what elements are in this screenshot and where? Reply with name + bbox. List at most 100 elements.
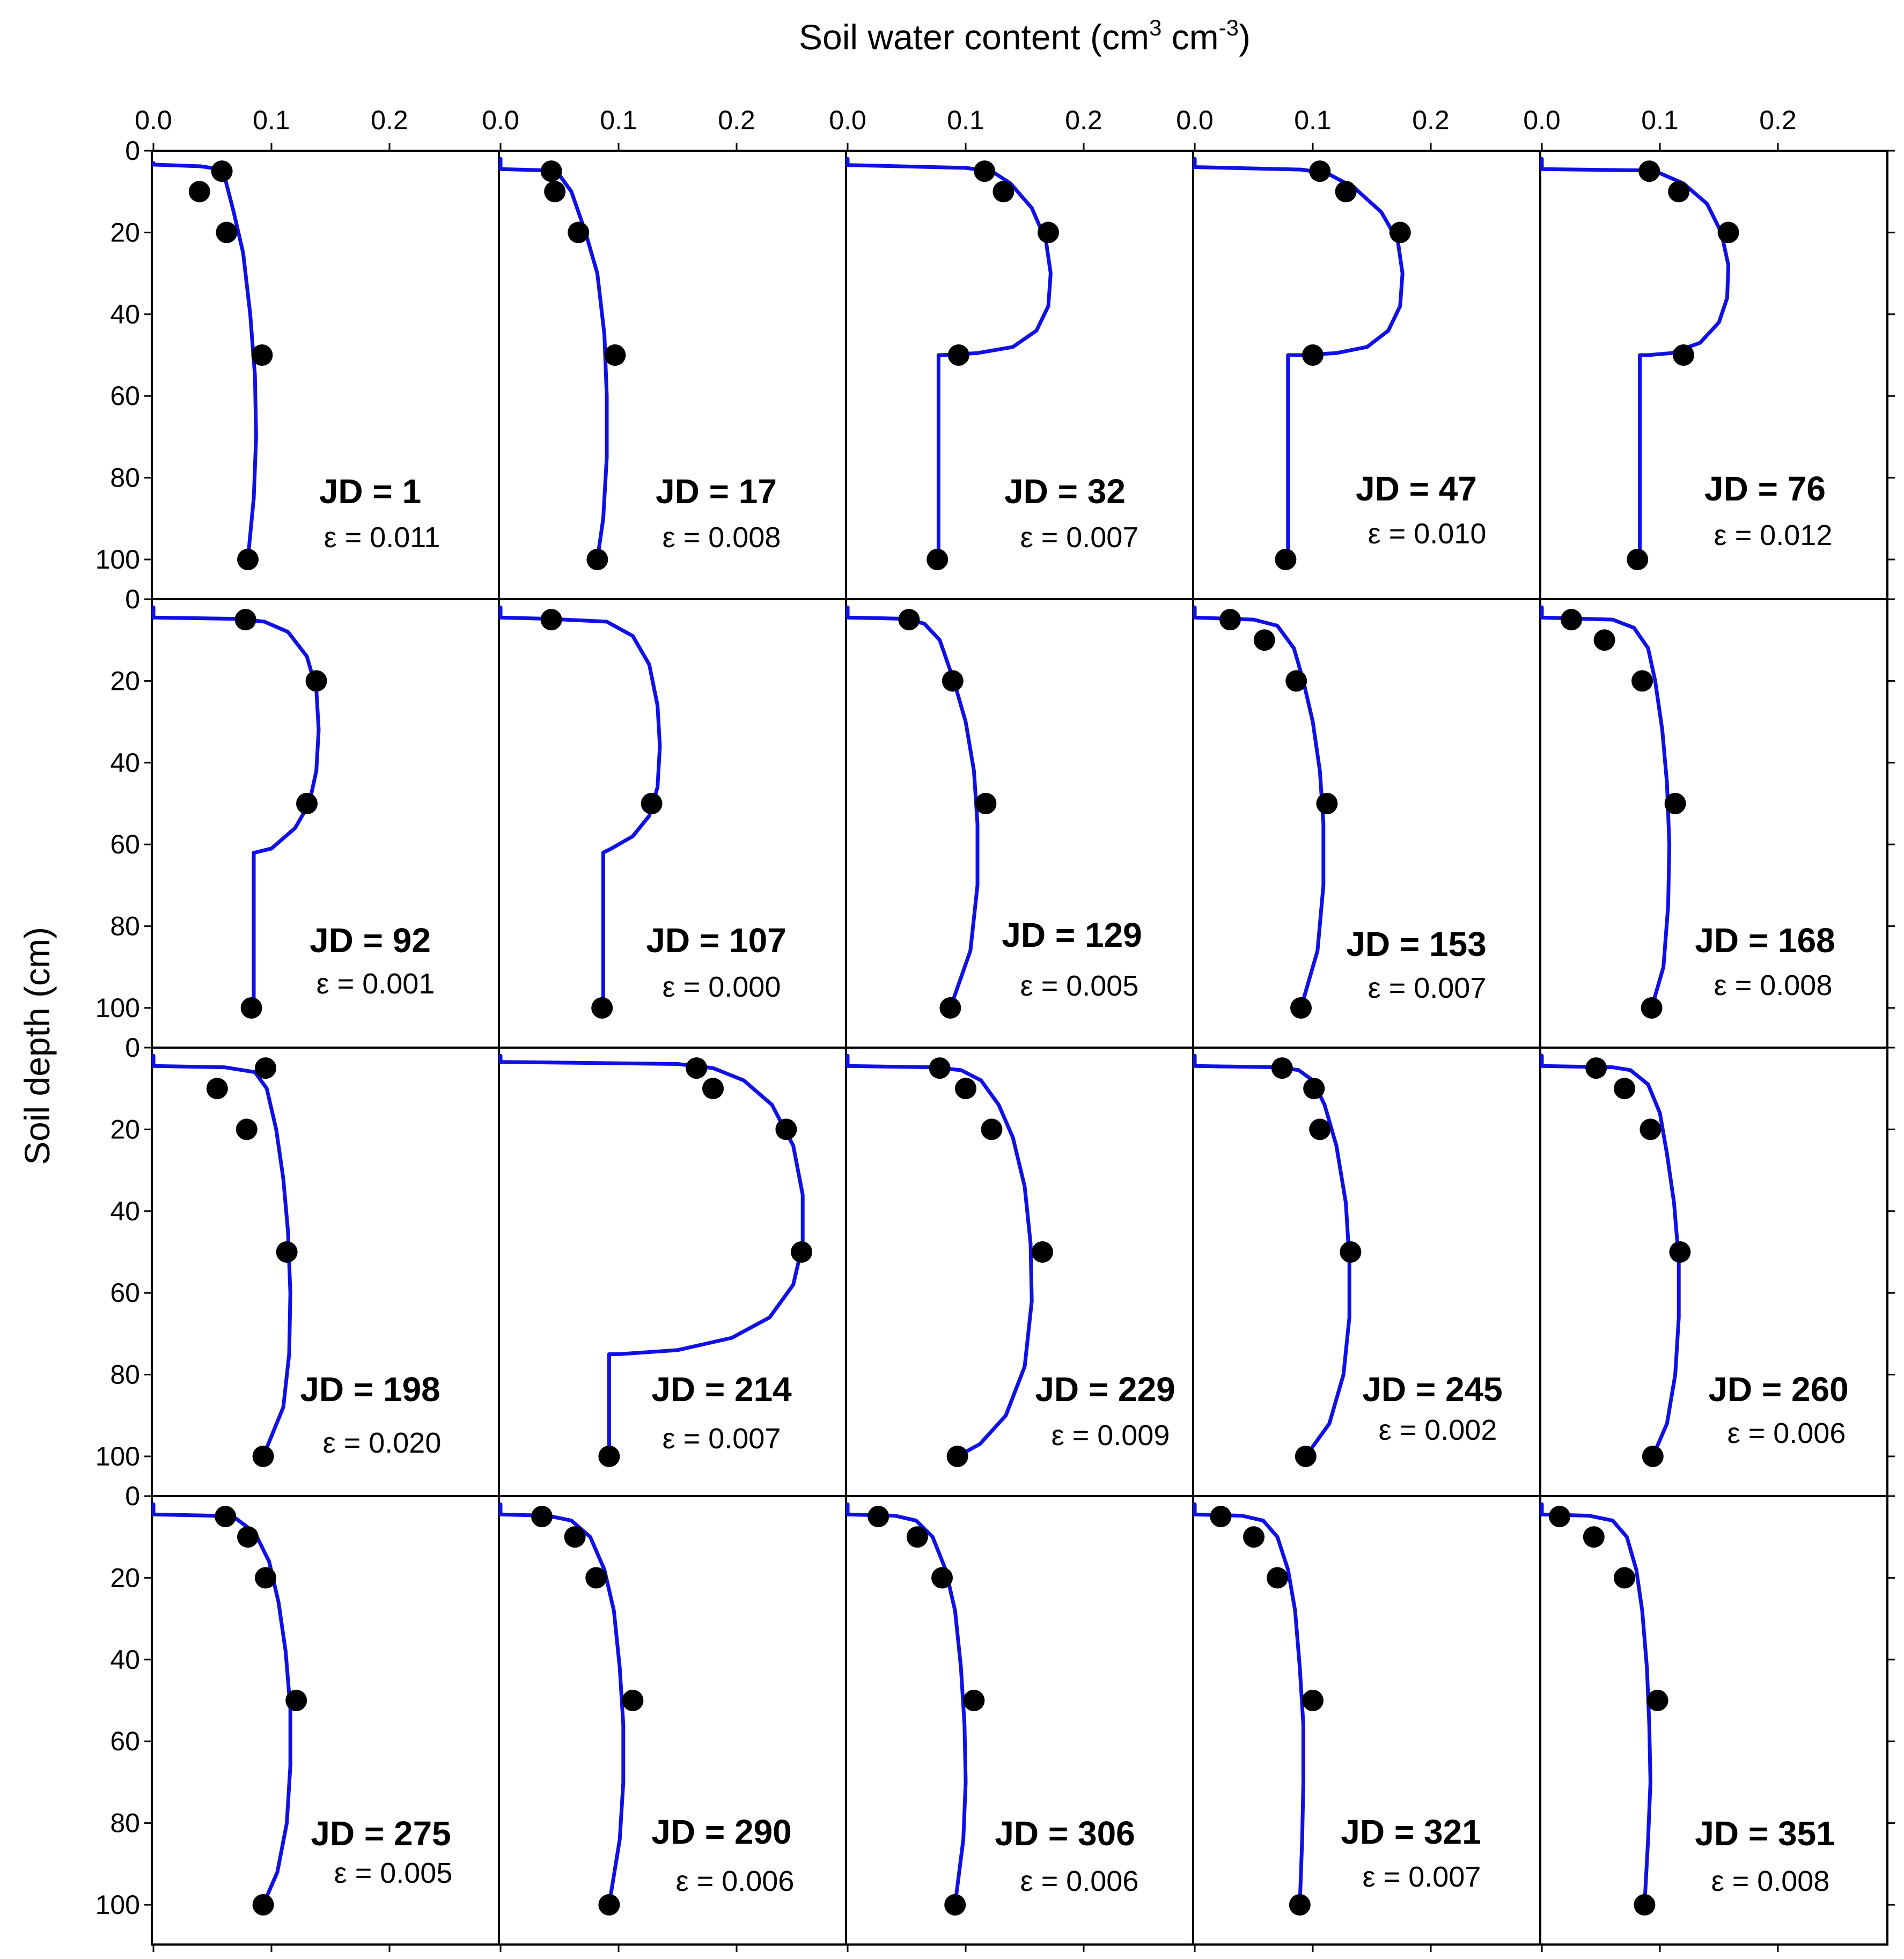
observed-point	[963, 1690, 985, 1711]
panel-label: JD = 260	[1708, 1370, 1849, 1409]
panel: 0 20 40 60 80 100 JD = 198 ε = 0.020	[95, 1033, 500, 1497]
y-tick-label: 20	[110, 666, 140, 696]
panel-label: JD = 306	[995, 1814, 1135, 1853]
observed-point	[1032, 1241, 1053, 1263]
fitted-curve	[151, 1054, 292, 1459]
observed-point	[1593, 629, 1615, 651]
y-tick-label: 20	[110, 217, 140, 247]
observed-point	[1243, 1526, 1265, 1548]
observed-point	[942, 670, 964, 692]
observed-point	[211, 160, 233, 182]
y-tick-label: 100	[95, 1441, 140, 1471]
panel: JD = 153 ε = 0.007	[1192, 598, 1541, 1049]
observed-point	[1646, 1690, 1668, 1711]
x-tick-label: 0.1	[1294, 105, 1332, 135]
y-tick-label: 80	[110, 1360, 140, 1390]
panel: JD = 290 ε = 0.006	[498, 1495, 847, 1952]
panel: JD = 321 ε = 0.007	[1192, 1495, 1541, 1952]
y-tick-label: 20	[110, 1114, 140, 1144]
epsilon-label: ε = 0.009	[1052, 1419, 1170, 1452]
fitted-curve	[1540, 605, 1672, 1010]
y-tick-label: 40	[110, 299, 140, 329]
panel: 0 20 40 60 80 100 JD = 92 ε = 0.001	[95, 584, 500, 1049]
observed-point	[276, 1241, 298, 1263]
panel-label: JD = 129	[1002, 916, 1142, 954]
observed-point	[993, 181, 1015, 203]
panel: 0 20 40 60 80 100 JD = 275 ε = 0.005	[95, 1481, 500, 1952]
panel: JD = 107 ε = 0.000	[498, 598, 847, 1049]
panel-frame	[845, 150, 1194, 600]
epsilon-label: ε = 0.006	[1727, 1417, 1846, 1449]
observed-point	[1275, 549, 1297, 570]
panel: 0.0 0.1 0.2 JD = 47 ε = 0.010	[1176, 105, 1541, 600]
panel: 0.0 0.1 0.2 JD = 17 ε = 0.008	[482, 105, 847, 600]
fitted-curve	[1193, 1502, 1305, 1907]
observed-point	[237, 549, 259, 570]
observed-point	[1614, 1078, 1635, 1100]
y-tick-label: 40	[110, 748, 140, 778]
x-tick-label: 0.0	[1176, 105, 1214, 135]
epsilon-label: ε = 0.008	[1714, 969, 1833, 1001]
y-tick-label: 40	[110, 1645, 140, 1675]
y-tick-label: 60	[110, 1278, 140, 1308]
epsilon-label: ε = 0.008	[1711, 1865, 1830, 1897]
observed-point	[1673, 344, 1694, 366]
observed-point	[1285, 670, 1307, 692]
x-axis-title: Soil water content (cm3 cm-3)	[799, 15, 1251, 57]
fitted-curve	[151, 1502, 292, 1907]
observed-point	[188, 181, 210, 203]
y-tick-label: 0	[125, 584, 140, 614]
observed-point	[931, 1567, 953, 1589]
observed-point	[927, 549, 949, 570]
observed-point	[206, 1078, 228, 1100]
observed-point	[236, 1118, 258, 1140]
epsilon-label: ε = 0.007	[1020, 521, 1139, 554]
observed-point	[1549, 1506, 1570, 1528]
panel-frame	[1192, 598, 1541, 1049]
epsilon-label: ε = 0.011	[324, 521, 440, 554]
epsilon-label: ε = 0.006	[676, 1865, 795, 1897]
observed-point	[1585, 1057, 1607, 1079]
observed-point	[1340, 1241, 1362, 1263]
panel-label: JD = 107	[646, 921, 786, 960]
fitted-curve	[846, 605, 980, 1010]
y-tick-label: 100	[95, 993, 140, 1023]
observed-point	[252, 1446, 274, 1467]
observed-point	[1640, 1118, 1662, 1140]
observed-point	[544, 181, 566, 203]
observed-point	[622, 1690, 644, 1711]
observed-point	[1267, 1567, 1288, 1589]
panel-label: JD = 229	[1035, 1370, 1175, 1409]
y-tick-label: 100	[95, 1890, 140, 1920]
panel: JD = 214 ε = 0.007	[498, 1047, 847, 1497]
y-tick-label: 60	[110, 829, 140, 859]
observed-point	[1642, 1446, 1664, 1467]
observed-point	[981, 1118, 1003, 1140]
observed-point	[946, 1446, 968, 1467]
panel: JD = 168 ε = 0.008	[1539, 598, 1895, 1049]
panel-label: JD = 76	[1704, 469, 1826, 508]
observed-point	[1631, 670, 1653, 692]
panel-label: JD = 214	[651, 1370, 792, 1409]
observed-point	[598, 1446, 620, 1467]
y-tick-label: 40	[110, 1196, 140, 1226]
observed-point	[1316, 793, 1338, 814]
y-tick-label: 60	[110, 381, 140, 411]
y-tick-label: 60	[110, 1726, 140, 1756]
x-tick-label: 0.1	[947, 105, 984, 135]
observed-point	[1561, 609, 1582, 631]
observed-point	[955, 1078, 976, 1100]
panel-label: JD = 1	[319, 472, 421, 511]
fitted-curve	[1540, 157, 1731, 562]
observed-point	[215, 1506, 237, 1528]
y-tick-label: 0	[125, 1481, 140, 1511]
y-axis-title: Soil depth (cm)	[17, 927, 57, 1165]
epsilon-label: ε = 0.000	[663, 971, 781, 1003]
panel-label: JD = 153	[1346, 925, 1487, 963]
panel-label: JD = 17	[656, 472, 777, 511]
observed-point	[252, 1894, 274, 1916]
panel-frame	[845, 1495, 1194, 1946]
fitted-curve	[151, 161, 258, 562]
observed-point	[791, 1241, 812, 1263]
observed-point	[1583, 1526, 1605, 1548]
